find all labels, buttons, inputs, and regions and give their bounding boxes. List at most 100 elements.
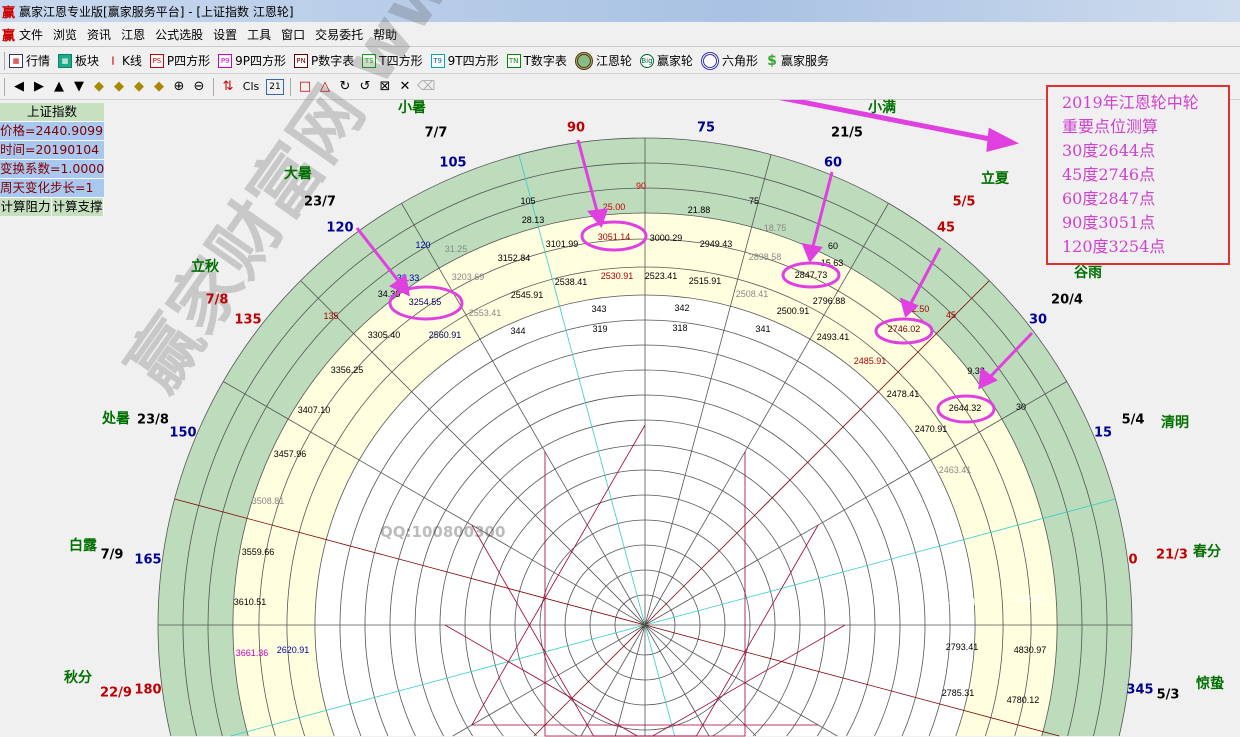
menu-news[interactable]: 资讯 <box>87 27 112 42</box>
solar-term-label: 小暑 <box>398 100 426 116</box>
date-label: 23/7 <box>304 194 336 210</box>
winner-service-button[interactable]: $ 赢家服务 <box>766 52 829 69</box>
kline-button[interactable]: ┃ K线 <box>107 52 142 69</box>
calendar-icon[interactable]: 21 <box>266 78 284 95</box>
diamond-left-icon[interactable]: ◆ <box>94 78 104 94</box>
arrow-right-icon[interactable]: ▶ <box>34 78 44 94</box>
arrow-down-icon[interactable]: ▼ <box>74 78 84 94</box>
pointer-arrows <box>355 100 1034 390</box>
wheel-spoke <box>644 624 710 737</box>
note-line: 60度2847点 <box>1062 189 1156 208</box>
zoom-in-icon[interactable]: ⊕ <box>173 78 185 94</box>
p-table-button[interactable]: PN P数字表 <box>294 52 354 69</box>
annotations <box>355 100 1034 424</box>
arc-ccw-icon[interactable]: ↺ <box>359 78 371 94</box>
cell-value: 31.25 <box>445 244 468 254</box>
step-row: 周天变化步长=1 <box>0 179 104 198</box>
eraser-icon[interactable]: ⌫ <box>417 78 436 94</box>
hexagon-icon <box>700 51 719 70</box>
arrow-left-icon[interactable]: ◀ <box>14 78 24 94</box>
window-title: 赢家江恩专业版[赢家服务平台] - [上证指数 江恩轮] <box>19 4 294 19</box>
calc-support-button[interactable]: 计算支撑 <box>52 198 104 216</box>
hexagon-button[interactable]: 六角形 <box>700 51 758 70</box>
calc-resistance-button[interactable]: 计算阻力 <box>0 198 52 216</box>
menu-gann[interactable]: 江恩 <box>121 27 146 42</box>
rectangle-tool-icon[interactable]: □ <box>298 78 312 94</box>
menu-window[interactable]: 窗口 <box>281 27 306 42</box>
wheel-spoke <box>401 203 646 626</box>
9p-square-button[interactable]: P9 9P四方形 <box>218 52 286 69</box>
diamond-down-icon[interactable]: ◆ <box>154 78 164 94</box>
degree-label: 150 <box>169 425 197 441</box>
gann-wheel-button[interactable]: 江恩轮 <box>574 51 632 70</box>
button-label: P数字表 <box>311 54 355 68</box>
wheel-spoke <box>518 154 646 626</box>
cell-value: 2508.41 <box>736 289 769 299</box>
menu-browse[interactable]: 浏览 <box>53 27 78 42</box>
date-label: 5/4 <box>1121 412 1145 428</box>
arrow-up-icon[interactable]: ▲ <box>54 78 64 94</box>
wheel-spoke <box>452 624 646 737</box>
expand-icon[interactable]: ✕ <box>399 78 411 94</box>
arc-cw-icon[interactable]: ↻ <box>339 78 351 94</box>
cell-value: 2478.41 <box>887 389 920 399</box>
button-label: 赢家轮 <box>656 54 693 68</box>
analysis-note: 2019年江恩轮中轮 重要点位测算 30度2644点 45度2746点 60度2… <box>1046 85 1230 265</box>
button-label: 赢家服务 <box>780 54 829 68</box>
cell-value: 2553.41 <box>469 308 502 318</box>
cell-value: 90 <box>636 181 646 191</box>
quotes-button[interactable]: ▦ 行情 <box>9 52 50 69</box>
button-label: 9T四方形 <box>447 54 499 68</box>
sector-button[interactable]: ▦ 板块 <box>58 52 99 69</box>
highlight-ellipse-60 <box>781 261 841 289</box>
wheel-spoke <box>644 498 1116 626</box>
menu-formula[interactable]: 公式选股 <box>155 27 204 42</box>
menu-trade[interactable]: 交易委托 <box>315 27 364 42</box>
wheel-spoke <box>174 498 646 626</box>
box-x-icon[interactable]: ⊠ <box>379 78 391 94</box>
clear-button[interactable]: Cls <box>242 79 260 93</box>
cell-value: 15.63 <box>821 258 844 268</box>
cell-value: 2793.41 <box>946 642 979 652</box>
degree-label: 90 <box>566 120 586 136</box>
solar-term-label: 立夏 <box>981 171 1009 187</box>
cell-value: 2485.91 <box>854 356 887 366</box>
cell-value: 2463.41 <box>939 465 972 475</box>
cell-value: 18.75 <box>764 223 787 233</box>
9t-square-button[interactable]: T9 9T四方形 <box>430 52 499 69</box>
menu-settings[interactable]: 设置 <box>213 27 238 42</box>
cell-value: 3407.10 <box>298 405 331 415</box>
cell-value: 3000.29 <box>650 233 683 243</box>
app-logo: 赢 <box>2 5 16 21</box>
menu-help[interactable]: 帮助 <box>373 27 398 42</box>
cell-value: 3457.96 <box>274 449 307 459</box>
winner-wheel-button[interactable]: Big 赢家轮 <box>639 52 693 69</box>
cell-value: 75 <box>749 196 759 206</box>
degree-label: 180 <box>134 682 162 698</box>
wheel-spoke <box>644 154 772 626</box>
price-row: 价格=2440.9099 <box>0 122 104 141</box>
cell-value: 2847.73 <box>795 270 828 280</box>
button-label: 行情 <box>26 54 51 68</box>
cell-value: 2493.41 <box>817 332 850 342</box>
t-square-button[interactable]: TS T四方形 <box>362 52 423 69</box>
diamond-right-icon[interactable]: ◆ <box>114 78 124 94</box>
highlight-ellipse-120 <box>388 285 464 321</box>
cell-value: 21.88 <box>688 205 711 215</box>
cell-value: 12.50 <box>907 304 930 314</box>
solar-term-label: 立秋 <box>191 259 219 275</box>
triangle-tool-icon[interactable]: △ <box>320 78 330 94</box>
t-table-button[interactable]: TN T数字表 <box>506 52 567 69</box>
cell-value: 3356.25 <box>331 365 364 375</box>
p-square-button[interactable]: PS P四方形 <box>149 52 210 69</box>
menu-file[interactable]: 文件 <box>19 27 44 42</box>
zoom-out-icon[interactable]: ⊖ <box>193 78 205 94</box>
sort-icon[interactable]: ⇅ <box>222 78 234 94</box>
diamond-up-icon[interactable]: ◆ <box>134 78 144 94</box>
wheel-spoke <box>644 624 757 737</box>
menu-tools[interactable]: 工具 <box>247 27 272 42</box>
cell-value: 2560.91 <box>429 330 462 340</box>
divider <box>4 77 5 96</box>
degree-label: 165 <box>134 552 162 568</box>
degree-label: 45 <box>936 220 956 236</box>
